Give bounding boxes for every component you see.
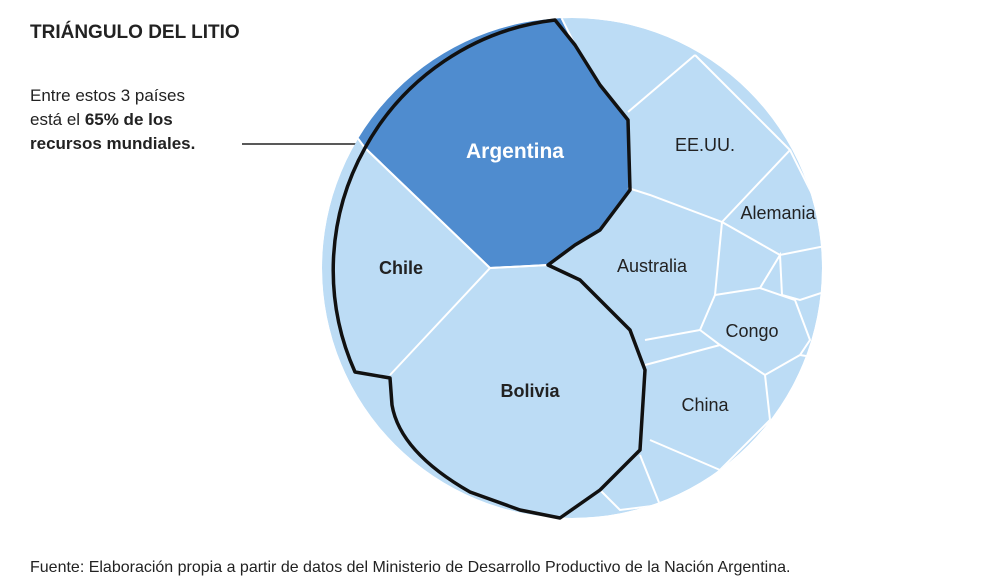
node-label: Australia [617, 256, 688, 276]
cell-border [649, 374, 772, 472]
annotation-bold: 65% de los [85, 110, 173, 129]
annotation-line: está el [30, 110, 85, 129]
cell-border [489, 264, 549, 269]
source: Fuente: Elaboración propia a partir de d… [30, 559, 790, 576]
cell-border [644, 344, 721, 366]
node-label: Argentina [466, 140, 564, 163]
triangle-outline [331, 18, 647, 520]
node-label: China [681, 395, 729, 415]
title: TRIÁNGULO DEL LITIO [30, 21, 240, 43]
node-label: Chile [379, 258, 423, 278]
node-label: Alemania [740, 203, 816, 223]
node-label: Congo [725, 321, 778, 341]
cell-border [714, 251, 822, 302]
annotation: Entre estos 3 países está el 65% de los … [30, 86, 195, 153]
annotation-line: Entre estos 3 países [30, 86, 185, 105]
cell-border [627, 54, 696, 113]
annotation-bold: recursos mundiales. [30, 134, 195, 153]
cell-border [644, 221, 723, 341]
node-label: EE.UU. [675, 135, 735, 155]
node-label: Bolivia [500, 381, 560, 401]
